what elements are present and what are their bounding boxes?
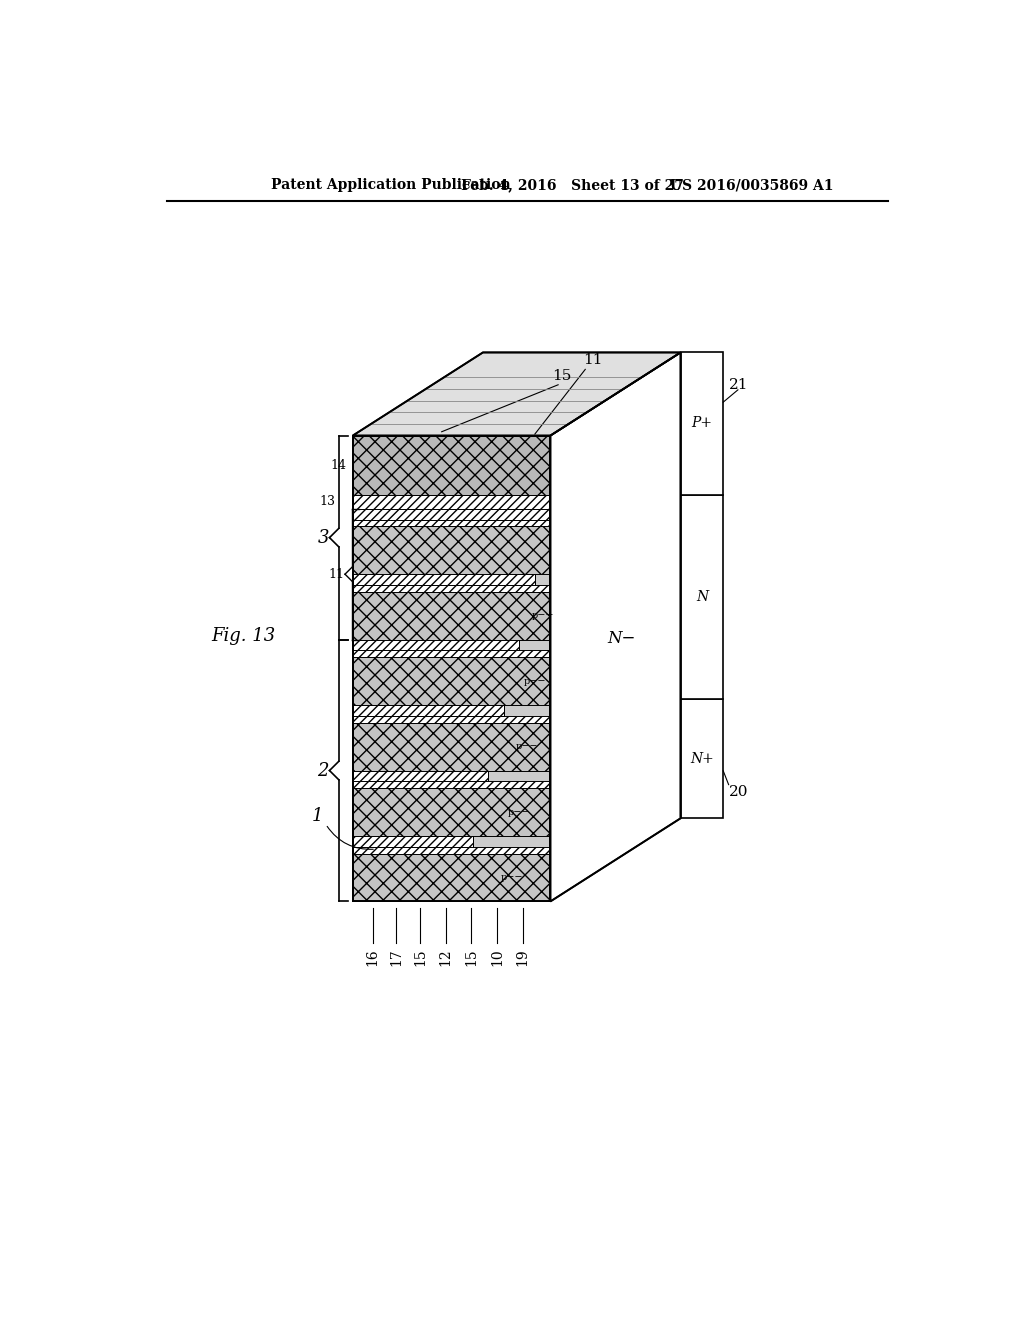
Bar	[352, 723, 550, 771]
Bar	[352, 520, 550, 527]
Text: 14: 14	[331, 459, 346, 471]
Text: N: N	[696, 590, 708, 605]
Text: Patent Application Publication: Patent Application Publication	[271, 178, 511, 193]
Text: 15: 15	[413, 948, 427, 966]
Bar	[352, 574, 535, 585]
Bar	[352, 527, 550, 574]
Text: 11: 11	[329, 568, 344, 581]
Text: Fig. 13: Fig. 13	[212, 627, 275, 644]
Polygon shape	[550, 352, 681, 902]
Text: p−−: p−−	[508, 808, 530, 817]
Bar	[352, 591, 550, 640]
Text: 2: 2	[317, 762, 329, 780]
Bar	[352, 495, 550, 508]
Bar	[352, 657, 550, 705]
Text: 15: 15	[464, 948, 478, 966]
Bar	[352, 705, 504, 715]
Text: 21: 21	[729, 379, 749, 392]
Bar	[352, 436, 550, 495]
FancyArrowPatch shape	[327, 826, 373, 849]
Text: 12: 12	[438, 948, 453, 966]
Text: P+: P+	[691, 417, 713, 430]
Text: 15: 15	[552, 368, 571, 383]
Bar	[352, 854, 550, 902]
Bar	[352, 508, 550, 520]
Text: 19: 19	[516, 948, 529, 966]
Bar	[352, 715, 550, 723]
Text: 17: 17	[389, 948, 403, 966]
Bar	[352, 836, 473, 847]
Text: US 2016/0035869 A1: US 2016/0035869 A1	[671, 178, 834, 193]
Bar	[352, 788, 550, 836]
Bar	[681, 700, 723, 818]
Polygon shape	[352, 352, 681, 436]
Text: 11: 11	[584, 354, 603, 367]
Text: 20: 20	[729, 785, 749, 800]
Bar	[352, 651, 550, 657]
Bar	[352, 640, 519, 651]
Bar	[352, 436, 550, 902]
Bar	[352, 585, 550, 591]
Text: Feb. 4, 2016   Sheet 13 of 27: Feb. 4, 2016 Sheet 13 of 27	[461, 178, 684, 193]
Text: p−−: p−−	[516, 742, 539, 751]
Text: 13: 13	[319, 495, 336, 508]
Text: 10: 10	[490, 948, 504, 966]
Bar	[681, 495, 723, 700]
Bar	[352, 771, 488, 781]
Bar	[352, 847, 550, 854]
Text: 16: 16	[366, 948, 380, 966]
Text: N+: N+	[690, 752, 714, 766]
Text: N−: N−	[607, 631, 636, 647]
Text: p−−: p−−	[501, 873, 523, 882]
Bar	[681, 352, 723, 495]
Text: 3: 3	[317, 528, 329, 546]
Text: p−−: p−−	[531, 611, 554, 620]
Text: 1: 1	[312, 808, 324, 825]
Bar	[352, 436, 550, 902]
Bar	[352, 781, 550, 788]
Text: p−−: p−−	[523, 677, 546, 685]
